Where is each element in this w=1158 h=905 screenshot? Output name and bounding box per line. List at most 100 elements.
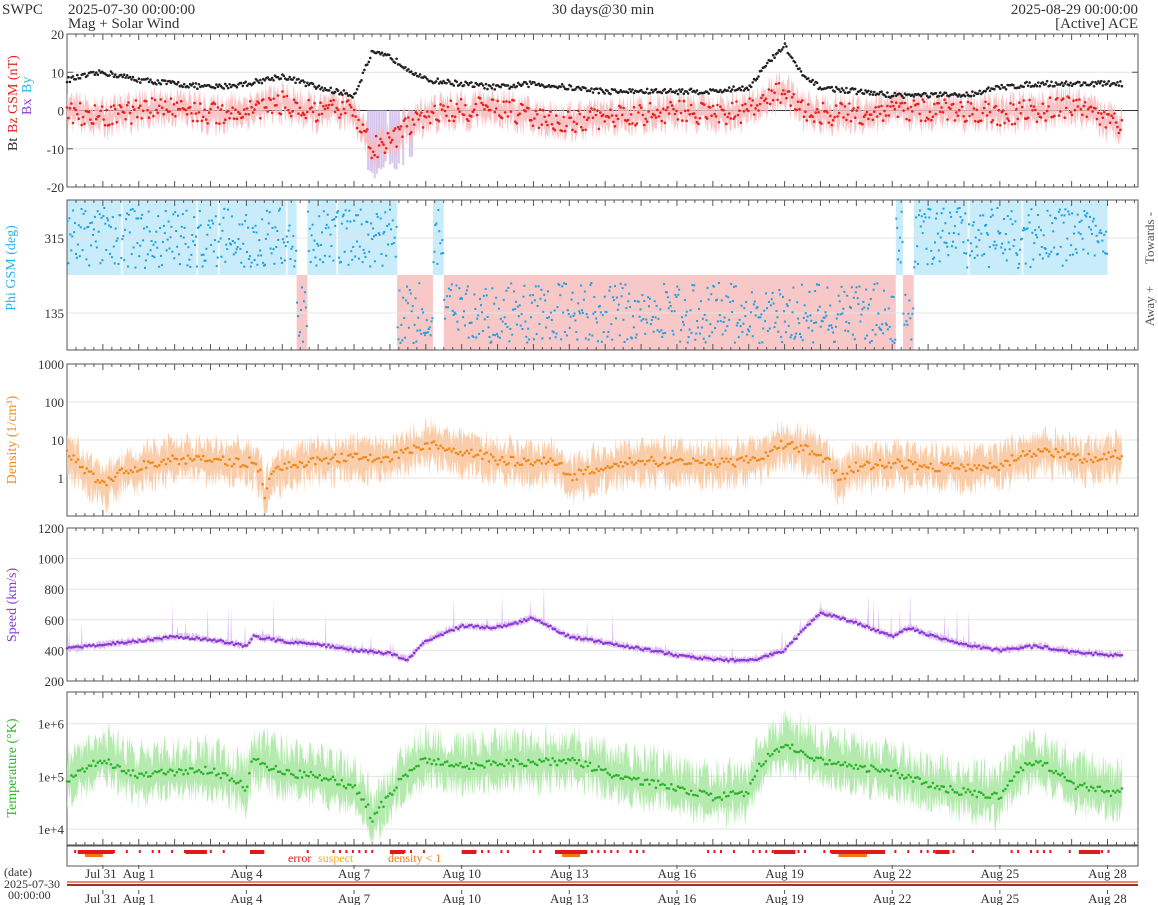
- temperature-point: [245, 785, 249, 788]
- phi-point: [798, 322, 801, 325]
- phi-point: [861, 308, 864, 311]
- phi-point: [752, 303, 755, 306]
- phi-point: [917, 262, 919, 265]
- phi-point: [305, 325, 308, 328]
- density-point: [483, 452, 486, 456]
- phi-point: [1071, 212, 1074, 215]
- phi-point: [940, 212, 943, 215]
- density-point: [839, 478, 842, 481]
- bz-point: [768, 102, 772, 106]
- phi-point: [355, 214, 357, 217]
- speed-point: [936, 635, 939, 638]
- temperature-point: [182, 772, 185, 776]
- phi-point: [555, 332, 558, 335]
- temperature-point: [362, 798, 366, 801]
- bz-point: [747, 109, 750, 113]
- phi-point: [730, 283, 733, 285]
- density-point: [696, 459, 699, 463]
- phi-point: [148, 230, 151, 233]
- bz-point: [544, 120, 548, 124]
- phi-point: [180, 225, 183, 228]
- phi-point: [1045, 252, 1048, 255]
- speed-point: [718, 657, 721, 661]
- phi-point: [530, 316, 532, 319]
- phi-point: [583, 290, 586, 293]
- bz-point: [95, 117, 98, 121]
- bt-point: [719, 88, 722, 92]
- bz-point: [395, 145, 398, 148]
- speed-point: [799, 630, 803, 633]
- density-point: [665, 463, 669, 466]
- phi-point: [589, 283, 592, 286]
- phi-point: [789, 336, 792, 339]
- density-point: [834, 469, 838, 472]
- phi-point: [837, 294, 840, 297]
- phi-point: [806, 315, 809, 318]
- bz-point: [1108, 121, 1112, 124]
- temperature-point: [333, 778, 337, 782]
- temperature-point: [89, 764, 93, 768]
- bt-point: [559, 85, 562, 89]
- density-point: [916, 468, 919, 471]
- bz-point: [585, 118, 589, 122]
- density-point: [547, 460, 550, 464]
- phi-point: [206, 233, 209, 236]
- bz-point: [1075, 98, 1078, 102]
- bt-point: [480, 82, 483, 85]
- density-point: [166, 457, 170, 461]
- phi-point: [479, 297, 482, 300]
- temperature-point: [311, 773, 315, 777]
- density-point: [329, 458, 333, 461]
- phi-point: [449, 289, 452, 292]
- phi-point: [703, 313, 706, 316]
- phi-point: [645, 318, 648, 321]
- phi-point: [844, 329, 847, 332]
- bt-point: [111, 72, 114, 75]
- bz-point: [815, 107, 819, 111]
- speed-point: [445, 630, 449, 634]
- density-point: [777, 446, 781, 450]
- temperature-point: [149, 775, 152, 778]
- speed-point: [577, 636, 581, 639]
- phi-point: [838, 300, 841, 303]
- temperature-point: [169, 768, 172, 771]
- bt-point: [473, 85, 476, 89]
- speed-point: [1089, 651, 1093, 655]
- bz-point: [612, 120, 615, 124]
- bz-point: [100, 105, 104, 108]
- phi-point: [942, 207, 945, 210]
- speed-point: [544, 623, 548, 626]
- phi-point: [246, 251, 248, 253]
- speed-point: [122, 642, 126, 645]
- bt-point: [329, 86, 333, 90]
- phi-point: [438, 230, 441, 233]
- bt-point: [470, 81, 473, 84]
- density-point: [439, 444, 442, 448]
- bt-point: [1028, 81, 1031, 84]
- temperature-point: [160, 768, 163, 772]
- phi-point: [517, 315, 520, 318]
- bt-point: [864, 89, 867, 92]
- phi-point: [934, 241, 936, 244]
- phi-point: [821, 320, 824, 323]
- phi-point: [105, 249, 108, 251]
- phi-point: [227, 208, 230, 211]
- density-point: [276, 465, 280, 468]
- density-point: [1008, 463, 1012, 467]
- bz-point: [730, 101, 734, 105]
- bz-point: [518, 112, 521, 115]
- speed-point: [303, 641, 306, 645]
- phi-point: [676, 285, 679, 288]
- phi-point: [454, 312, 457, 315]
- phi-point: [658, 330, 661, 333]
- y-tick-label: 100: [45, 395, 65, 410]
- phi-point: [414, 297, 417, 300]
- phi-point: [1066, 237, 1069, 240]
- bz-point: [563, 129, 567, 133]
- density-point: [588, 472, 592, 475]
- bt-point: [515, 85, 519, 88]
- bz-point: [749, 104, 753, 107]
- temperature-point: [94, 764, 97, 768]
- bz-point: [1101, 116, 1105, 119]
- speed-point: [514, 620, 517, 624]
